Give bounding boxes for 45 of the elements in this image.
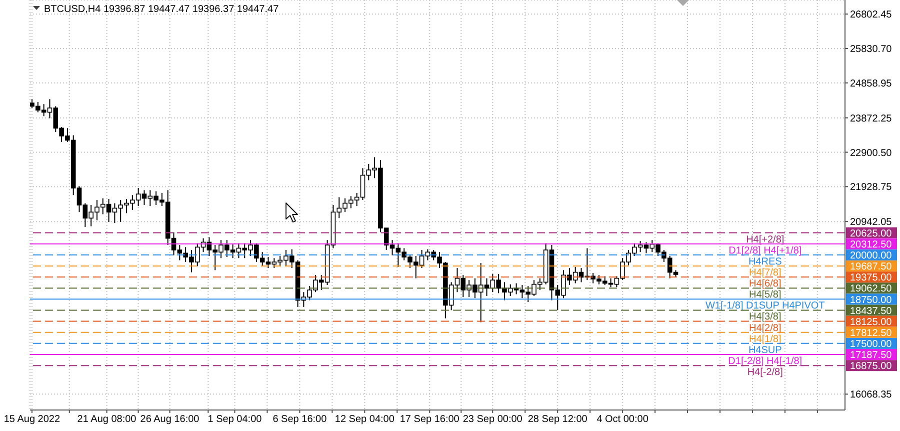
annotation: 17500.00 [850, 339, 892, 350]
ref-line-label: H4[+2/8] [746, 234, 784, 246]
x-tick-label: 26 Aug 16:00 [140, 414, 200, 426]
ref-line-label: H4[7/8] [749, 267, 782, 278]
x-tick-label: 21 Aug 08:00 [77, 414, 137, 426]
ref-line-label: H4[-2/8] [747, 367, 784, 378]
annotation: 18437.50 [850, 306, 892, 317]
y-tick-label: 16068.35 [850, 390, 892, 401]
annotation: 20625.00 [850, 228, 892, 240]
x-tick-label: 23 Sep 00:00 [462, 414, 523, 426]
annotation: 19062.50 [850, 284, 892, 295]
y-tick-label: 21928.75 [850, 182, 892, 194]
ref-line-label: D1[-2/8] H4[-1/8] [728, 356, 802, 367]
ref-line-label: H4[3/8] [749, 312, 782, 323]
x-tick-label: 15 Aug 2022 [4, 414, 60, 426]
y-tick-label: 20942.05 [850, 217, 892, 228]
annotation: 20000.00 [850, 250, 892, 262]
annotation: 18125.00 [850, 316, 892, 328]
annotation: 20312.50 [850, 239, 892, 250]
annotation: 18750.00 [850, 294, 892, 306]
x-tick-label: 4 Oct 00:00 [596, 414, 649, 426]
annotation: 17187.50 [850, 350, 892, 362]
ref-line-label: W1[-1/8] D1SUP H4PIVOT [705, 300, 825, 312]
y-tick-label: 24858.95 [850, 78, 892, 90]
x-tick-label: 6 Sep 16:00 [272, 414, 328, 426]
y-tick-label: 26802.45 [850, 10, 892, 21]
annotation: 19687.50 [850, 262, 892, 273]
annotation: 17812.50 [850, 328, 892, 339]
x-tick-label: 17 Sep 16:00 [400, 414, 460, 426]
ref-line-label: H4[1/8] [749, 334, 782, 345]
x-tick-label: 12 Sep 04:00 [334, 414, 395, 426]
y-tick-label: 25830.70 [850, 44, 892, 56]
ref-line-label: H4[6/8] [749, 278, 782, 290]
x-tick-label: 28 Sep 12:00 [528, 414, 588, 426]
chart-title: BTCUSD,H4 19396.87 19447.47 19396.37 19447.47 [44, 4, 280, 15]
annotation: 19375.00 [850, 272, 892, 284]
y-tick-label: 23872.25 [850, 113, 892, 124]
ref-line-label: D1[2/8] H4[+1/8] [728, 245, 802, 256]
annotation: 16875.00 [850, 361, 892, 372]
ref-line-label: H4RES [748, 256, 782, 268]
ref-line-label: H4[5/8] [749, 290, 782, 301]
ref-line-label: H4[2/8] [749, 322, 782, 334]
ref-line-label: H4SUP [748, 344, 782, 356]
x-tick-label: 1 Sep 04:00 [208, 414, 262, 426]
y-tick-label: 22900.50 [850, 148, 892, 159]
